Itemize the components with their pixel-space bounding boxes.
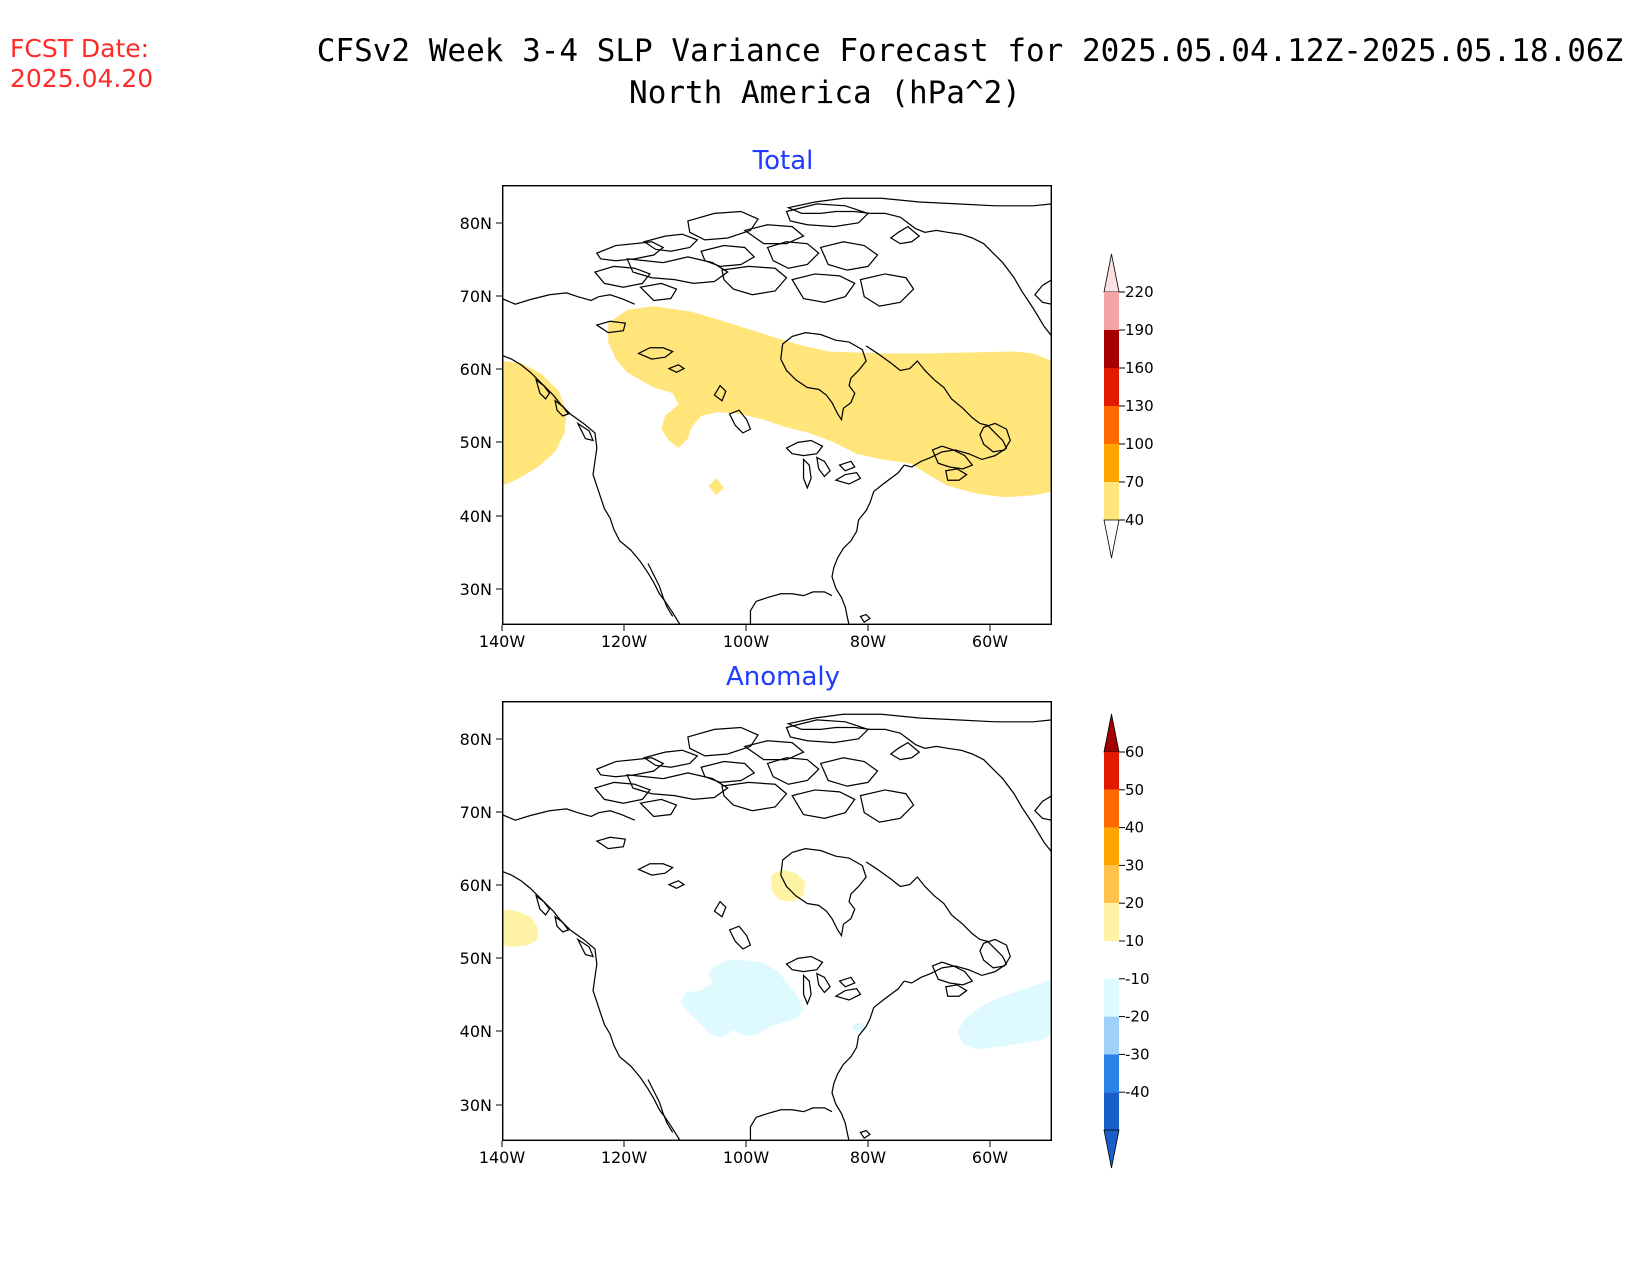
anomaly-lat-label: 40N (460, 1022, 492, 1041)
title-line-main: CFSv2 Week 3-4 SLP Variance Forecast for… (316, 33, 1624, 69)
colorbar-label: 130 (1125, 397, 1154, 415)
anomaly-lon-label: 60W (972, 1148, 1008, 1167)
anomaly-shade-atlantic-negative (957, 979, 1052, 1050)
colorbar-label: -10 (1125, 970, 1150, 988)
anomaly-map (502, 701, 1052, 1141)
colorbar-label: 70 (1125, 473, 1144, 491)
colorbar-segment (1104, 789, 1119, 828)
total-panel: Total 80N 70N 60N 50N 40N 30N 140W (460, 146, 1154, 651)
total-frame (502, 185, 1052, 625)
anomaly-lon-axis: 140W 120W 100W 80W 60W (479, 1141, 1008, 1167)
colorbar-label: 100 (1125, 435, 1154, 453)
total-lat-label: 60N (460, 360, 492, 379)
anomaly-lon-label: 100W (723, 1148, 770, 1167)
anomaly-lat-label: 70N (460, 803, 492, 822)
total-lat-label: 80N (460, 214, 492, 233)
total-lat-label: 50N (460, 433, 492, 452)
colorbar-top-triangle (1103, 713, 1120, 753)
page-title: CFSv2 Week 3-4 SLP Variance Forecast for… (0, 30, 1650, 114)
colorbar-segment (1104, 865, 1119, 904)
colorbar-label: 220 (1125, 283, 1154, 301)
total-colorbar: 220 190 160 130 100 70 40 (1103, 253, 1154, 559)
colorbar-segment (1104, 444, 1119, 482)
colorbar-label: 40 (1125, 511, 1144, 529)
colorbar-label: 30 (1125, 856, 1144, 874)
colorbar-label: 10 (1125, 932, 1144, 950)
anomaly-lon-label: 80W (850, 1148, 886, 1167)
total-lat-axis: 80N 70N 60N 50N 40N 30N (460, 214, 502, 599)
total-lon-label: 60W (972, 632, 1008, 651)
colorbar-segment (1104, 482, 1119, 520)
title-line-region: North America (hPa^2) (629, 75, 1021, 111)
total-shade-spot (708, 478, 724, 496)
anomaly-lat-label: 80N (460, 730, 492, 749)
anomaly-shade-plains-negative (680, 960, 804, 1038)
colorbar-label: -20 (1125, 1008, 1150, 1026)
colorbar-segment (1104, 978, 1119, 1017)
total-panel-title: Total (752, 146, 814, 176)
total-lon-label: 140W (479, 632, 526, 651)
colorbar-top-triangle (1103, 253, 1120, 293)
total-map (502, 185, 1052, 625)
colorbar-segment (1104, 752, 1119, 790)
colorbar-label: 190 (1125, 321, 1154, 339)
colorbar-segment (1104, 292, 1119, 330)
anomaly-shade-hudson-positive (771, 869, 806, 902)
colorbar-label: 40 (1125, 819, 1144, 837)
total-lon-label: 120W (601, 632, 648, 651)
anomaly-lat-axis: 80N 70N 60N 50N 40N 30N (460, 730, 502, 1115)
anomaly-lon-label: 140W (479, 1148, 526, 1167)
colorbar-segment (1104, 1016, 1119, 1055)
colorbar-segment (1104, 330, 1119, 368)
forecast-date-label: FCST Date: (10, 34, 150, 63)
colorbar-bottom-triangle (1103, 1129, 1120, 1169)
anomaly-coastlines (502, 714, 1052, 1141)
total-lon-label: 100W (723, 632, 770, 651)
total-lon-axis: 140W 120W 100W 80W 60W (479, 625, 1008, 651)
colorbar-label: 160 (1125, 359, 1154, 377)
anomaly-panel: Anomaly 80N 70N 60N 50N 40N 30N 1 (460, 662, 1150, 1169)
colorbar-segment (1104, 406, 1119, 444)
colorbar-segment (1104, 827, 1119, 866)
anomaly-shade-pacific-positive (502, 909, 539, 948)
colorbar-segment (1104, 1092, 1119, 1130)
total-lat-label: 30N (460, 580, 492, 599)
colorbar-segment (1104, 941, 1119, 979)
colorbar-label: 20 (1125, 894, 1144, 912)
total-lat-label: 40N (460, 507, 492, 526)
colorbar-segment (1104, 368, 1119, 406)
anomaly-colorbar: 60 50 40 30 20 10 -10 -20 -30 -40 (1103, 713, 1150, 1169)
total-shade-canada-band (608, 306, 1052, 498)
forecast-date-block: FCST Date: 2025.04.20 (10, 34, 153, 94)
anomaly-lat-label: 30N (460, 1096, 492, 1115)
forecast-date-value: 2025.04.20 (10, 64, 154, 93)
colorbar-label: -30 (1125, 1045, 1150, 1063)
colorbar-segment (1104, 903, 1119, 941)
anomaly-frame (502, 701, 1052, 1141)
colorbar-label: 60 (1125, 743, 1144, 761)
anomaly-lon-label: 120W (601, 1148, 648, 1167)
total-lat-label: 70N (460, 287, 492, 306)
anomaly-panel-title: Anomaly (726, 662, 840, 692)
total-lon-label: 80W (850, 632, 886, 651)
colorbar-label: -40 (1125, 1083, 1150, 1101)
total-shade-pacific (502, 361, 567, 486)
anomaly-lat-label: 60N (460, 876, 492, 895)
colorbar-label: 50 (1125, 781, 1144, 799)
anomaly-lat-label: 50N (460, 949, 492, 968)
colorbar-segment (1104, 1054, 1119, 1093)
colorbar-bottom-triangle (1103, 519, 1120, 559)
